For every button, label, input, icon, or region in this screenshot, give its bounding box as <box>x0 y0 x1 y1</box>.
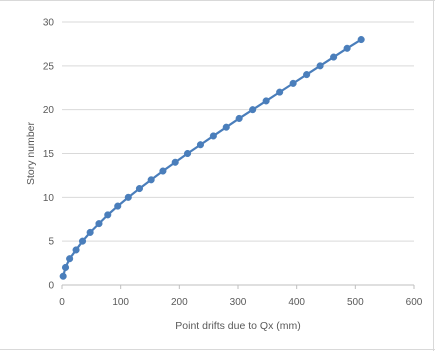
y-tick-label: 15 <box>43 149 55 160</box>
y-tick-label: 30 <box>43 18 55 29</box>
x-tick-label: 300 <box>230 297 247 308</box>
y-tick-label: 5 <box>48 237 54 248</box>
data-point <box>78 237 87 245</box>
data-point <box>222 123 230 131</box>
data-point <box>316 62 324 70</box>
data-point <box>135 185 143 193</box>
y-tick-label: 10 <box>43 193 55 204</box>
gridlines <box>62 21 414 242</box>
axes <box>61 284 415 289</box>
data-point <box>276 88 284 96</box>
frame-border-bottom <box>0 349 435 350</box>
data-point <box>183 149 192 158</box>
data-point <box>104 211 112 219</box>
series <box>59 35 365 280</box>
data-point <box>66 255 74 263</box>
data-point <box>196 141 205 149</box>
data-point <box>330 53 338 61</box>
data-point <box>147 176 155 184</box>
data-point <box>159 167 167 175</box>
data-point <box>235 114 243 122</box>
x-tick-label: 100 <box>112 297 129 308</box>
x-tick-label: 200 <box>171 297 188 308</box>
data-point <box>209 132 217 140</box>
data-point <box>59 272 67 280</box>
data-point <box>114 202 122 210</box>
data-point <box>249 106 257 114</box>
data-point <box>357 35 365 44</box>
frame-border-right <box>433 0 434 351</box>
data-point <box>289 79 297 87</box>
y-tick-label: 0 <box>48 281 54 292</box>
x-tick-label: 500 <box>347 297 364 308</box>
series-line <box>62 38 362 277</box>
y-tick-label: 25 <box>43 61 55 72</box>
data-point <box>61 263 70 272</box>
data-point <box>343 44 351 52</box>
data-point <box>86 228 94 236</box>
data-point <box>124 193 132 201</box>
x-tick-label: 600 <box>406 297 423 308</box>
y-tick-label: 20 <box>43 105 55 116</box>
y-axis-title: Story number <box>25 121 37 185</box>
data-point <box>303 71 311 79</box>
data-point <box>95 220 103 228</box>
x-tick-label: 400 <box>288 297 305 308</box>
data-point <box>262 97 270 105</box>
x-tick-label: 0 <box>59 297 65 308</box>
data-point <box>72 246 80 254</box>
data-point <box>171 158 179 166</box>
x-axis-title: Point drifts due to Qx (mm) <box>175 320 300 332</box>
frame-border-top <box>0 0 435 1</box>
